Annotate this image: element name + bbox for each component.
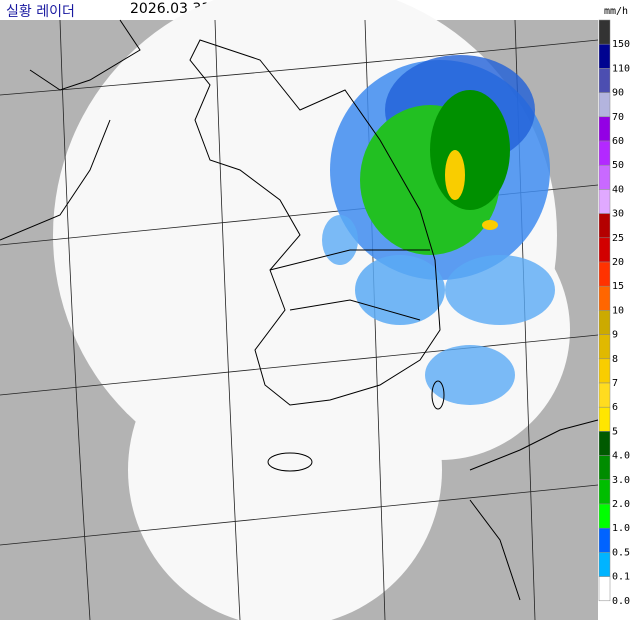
legend-swatch <box>598 116 611 142</box>
page-title: 실황 레이더 <box>6 4 75 20</box>
legend-label: 0.1 <box>612 572 630 583</box>
legend-label: 6 <box>612 402 618 413</box>
map <box>0 19 599 620</box>
legend-swatch <box>598 213 611 239</box>
legend-swatch <box>598 382 611 408</box>
legend-unit: mm/h <box>604 6 628 17</box>
legend-label: 110 <box>612 63 630 74</box>
legend-swatch <box>598 527 611 553</box>
legend-swatch <box>598 406 611 432</box>
legend-swatch <box>598 552 611 577</box>
legend-swatch <box>598 164 611 190</box>
legend-swatch <box>598 576 611 602</box>
legend-swatch <box>598 358 611 384</box>
legend-label: 1.0 <box>612 523 630 534</box>
legend-swatch <box>598 431 611 456</box>
legend-swatch <box>598 140 611 166</box>
legend-swatch <box>598 189 611 214</box>
legend-swatch <box>598 503 611 529</box>
legend-label: 5 <box>612 426 618 437</box>
legend-swatch <box>598 334 611 360</box>
legend-label: 4.0 <box>612 451 630 462</box>
legend-label: 30 <box>612 209 624 220</box>
legend-label: 70 <box>612 112 624 123</box>
legend-swatch <box>598 285 611 311</box>
legend-swatch <box>598 43 611 69</box>
legend-label: 50 <box>612 160 624 171</box>
legend-swatch <box>598 261 611 287</box>
legend-swatch <box>598 479 611 505</box>
legend-label: 8 <box>612 354 618 365</box>
rain-echo <box>322 55 555 405</box>
legend-swatch <box>598 68 611 93</box>
legend-swatch <box>598 310 611 335</box>
legend-label: 90 <box>612 88 624 99</box>
legend-label: 7 <box>612 378 618 389</box>
coastline <box>0 19 599 601</box>
legend-label: 15 <box>612 281 624 292</box>
legend-swatch <box>598 19 611 45</box>
legend-label: 0.0 <box>612 596 630 607</box>
legend: 150 110 90 70 60 50 40 30 25 20 15 10 9 8 7 6 5 4.0 3.0 2.0… <box>598 19 630 607</box>
legend-swatch <box>598 92 611 118</box>
legend-label: 40 <box>612 184 624 195</box>
legend-swatch <box>598 237 611 263</box>
legend-label: 0.5 <box>612 547 630 558</box>
legend-label: 60 <box>612 136 624 147</box>
legend-label: 20 <box>612 257 624 268</box>
legend-label: 3.0 <box>612 475 630 486</box>
legend-label: 150 <box>612 39 630 50</box>
legend-label: 9 <box>612 330 618 341</box>
legend-label: 25 <box>612 233 624 244</box>
legend-label: 10 <box>612 305 624 316</box>
legend-swatch <box>598 455 611 481</box>
legend-label: 2.0 <box>612 499 630 510</box>
